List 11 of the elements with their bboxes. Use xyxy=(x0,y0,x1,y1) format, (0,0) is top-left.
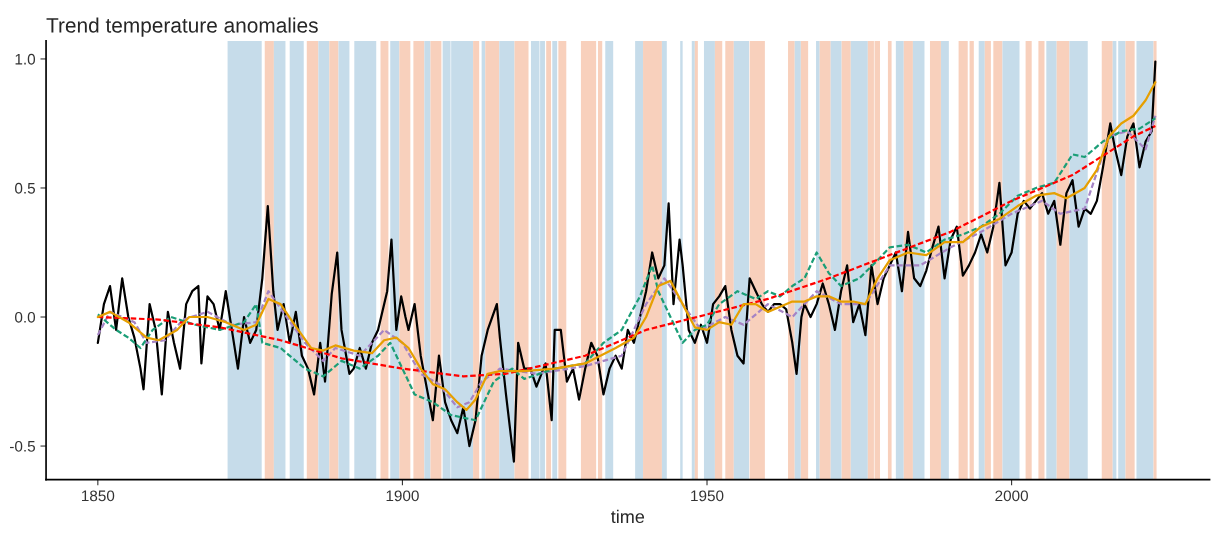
y-tick-label: 0.5 xyxy=(15,182,35,194)
y-tick-label: 0.0 xyxy=(15,311,36,323)
x-tick-label: 1950 xyxy=(691,490,724,502)
y-tick-label: 1.0 xyxy=(15,53,36,65)
x-tick-label: 1850 xyxy=(82,490,115,502)
x-axis-title: time xyxy=(611,509,645,524)
chart-title: Trend temperature anomalies xyxy=(46,17,318,37)
x-tick-label: 2000 xyxy=(995,490,1028,502)
y-tick-label: -0.5 xyxy=(9,440,35,452)
line-series xyxy=(96,60,1157,463)
x-tick-label: 1900 xyxy=(386,490,419,502)
